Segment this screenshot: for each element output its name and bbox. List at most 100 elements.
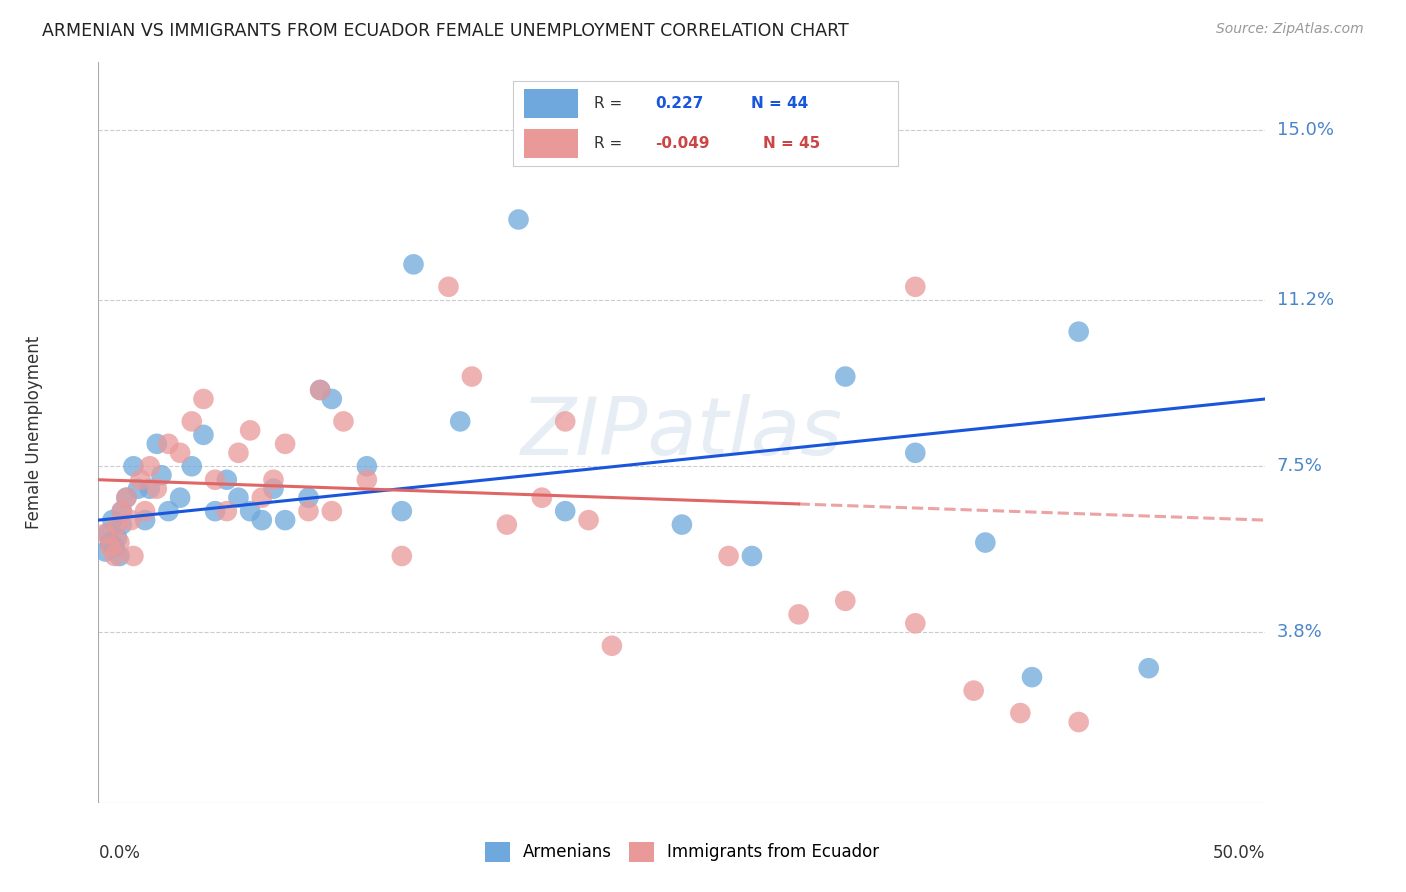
Point <box>104 540 127 554</box>
Point <box>449 414 471 428</box>
Point <box>122 549 145 563</box>
Point <box>461 369 484 384</box>
Point <box>111 504 134 518</box>
Point <box>904 446 927 460</box>
Point <box>391 549 413 563</box>
Point <box>157 437 180 451</box>
Point <box>134 504 156 518</box>
Text: 50.0%: 50.0% <box>1213 844 1265 862</box>
Point <box>108 549 131 563</box>
Point <box>391 504 413 518</box>
Point <box>250 513 273 527</box>
Text: 0.0%: 0.0% <box>98 844 141 862</box>
Point <box>98 535 121 549</box>
Point <box>127 482 149 496</box>
Point <box>139 459 162 474</box>
Text: 15.0%: 15.0% <box>1277 120 1333 139</box>
Point <box>962 683 984 698</box>
Point <box>97 526 120 541</box>
Point <box>274 437 297 451</box>
Point <box>169 491 191 505</box>
Point <box>204 473 226 487</box>
Point <box>1021 670 1043 684</box>
Point <box>834 594 856 608</box>
Point <box>215 504 238 518</box>
Legend: Armenians, Immigrants from Ecuador: Armenians, Immigrants from Ecuador <box>478 835 886 869</box>
Point <box>111 504 134 518</box>
Point <box>297 491 319 505</box>
Point <box>1137 661 1160 675</box>
Text: 7.5%: 7.5% <box>1277 458 1323 475</box>
Point <box>496 517 519 532</box>
Point <box>139 482 162 496</box>
Point <box>122 459 145 474</box>
Point <box>228 446 250 460</box>
Text: 3.8%: 3.8% <box>1277 624 1322 641</box>
Point <box>108 535 131 549</box>
Point <box>228 491 250 505</box>
Point <box>115 491 138 505</box>
Point <box>193 428 215 442</box>
Point <box>250 491 273 505</box>
Text: Source: ZipAtlas.com: Source: ZipAtlas.com <box>1216 22 1364 37</box>
Point <box>180 459 202 474</box>
Point <box>1067 325 1090 339</box>
Point <box>98 540 121 554</box>
Point <box>94 544 117 558</box>
Point <box>105 531 128 545</box>
Point <box>101 513 124 527</box>
Point <box>309 383 332 397</box>
Point <box>146 482 169 496</box>
Point <box>402 257 425 271</box>
Point <box>204 504 226 518</box>
Point <box>356 459 378 474</box>
Point <box>321 392 343 406</box>
Point <box>262 473 284 487</box>
Point <box>104 549 127 563</box>
Point <box>904 616 927 631</box>
Point <box>671 517 693 532</box>
Point <box>157 504 180 518</box>
Point <box>215 473 238 487</box>
Point <box>274 513 297 527</box>
Point <box>134 513 156 527</box>
Point <box>239 504 262 518</box>
Text: 11.2%: 11.2% <box>1277 292 1334 310</box>
Point <box>129 473 152 487</box>
Point <box>356 473 378 487</box>
Point <box>508 212 530 227</box>
Point <box>554 414 576 428</box>
Point <box>530 491 553 505</box>
Point <box>309 383 332 397</box>
Point <box>437 280 460 294</box>
Text: ARMENIAN VS IMMIGRANTS FROM ECUADOR FEMALE UNEMPLOYMENT CORRELATION CHART: ARMENIAN VS IMMIGRANTS FROM ECUADOR FEMA… <box>42 22 849 40</box>
Point <box>262 482 284 496</box>
Point <box>239 423 262 437</box>
Point <box>146 437 169 451</box>
Point <box>741 549 763 563</box>
Point <box>105 517 128 532</box>
Point <box>169 446 191 460</box>
Point <box>94 526 117 541</box>
Point <box>717 549 740 563</box>
Point <box>834 369 856 384</box>
Point <box>332 414 354 428</box>
Text: Female Unemployment: Female Unemployment <box>25 336 44 529</box>
Point <box>111 517 134 532</box>
Text: ZIPatlas: ZIPatlas <box>520 393 844 472</box>
Point <box>180 414 202 428</box>
Point <box>578 513 600 527</box>
Point <box>297 504 319 518</box>
Point <box>1010 706 1032 720</box>
Point <box>115 491 138 505</box>
Point <box>600 639 623 653</box>
Point <box>1067 714 1090 729</box>
Point <box>787 607 810 622</box>
Point <box>321 504 343 518</box>
Point <box>120 513 142 527</box>
Point <box>554 504 576 518</box>
Point <box>150 468 173 483</box>
Point <box>904 280 927 294</box>
Point <box>193 392 215 406</box>
Point <box>974 535 997 549</box>
